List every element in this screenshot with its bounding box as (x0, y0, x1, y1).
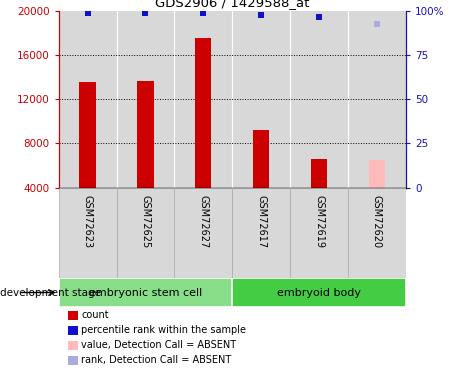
Text: embryonic stem cell: embryonic stem cell (89, 288, 202, 297)
Bar (116, 188, 175, 278)
Bar (138, 81, 153, 188)
Bar (59, 278, 232, 307)
Text: value, Detection Call = ABSENT: value, Detection Call = ABSENT (81, 340, 236, 350)
Text: GSM72623: GSM72623 (83, 195, 92, 248)
Bar (79, 82, 96, 188)
Text: count: count (81, 310, 109, 320)
Bar (253, 130, 269, 188)
Bar (175, 188, 232, 278)
Text: percentile rank within the sample: percentile rank within the sample (81, 326, 246, 335)
Bar (232, 278, 406, 307)
Bar (59, 11, 116, 188)
Title: GDS2906 / 1429588_at: GDS2906 / 1429588_at (155, 0, 309, 9)
Text: GSM72627: GSM72627 (198, 195, 208, 248)
Text: GSM72625: GSM72625 (140, 195, 151, 248)
Bar (175, 11, 232, 188)
Text: GSM72619: GSM72619 (314, 195, 324, 248)
Text: rank, Detection Call = ABSENT: rank, Detection Call = ABSENT (81, 356, 231, 365)
Bar (348, 188, 406, 278)
Bar (369, 160, 385, 188)
Bar (232, 11, 290, 188)
Text: GSM72620: GSM72620 (372, 195, 382, 248)
Bar (348, 11, 406, 188)
Bar (116, 11, 175, 188)
Text: GSM72617: GSM72617 (256, 195, 266, 248)
Bar (290, 11, 348, 188)
Bar (232, 188, 290, 278)
Bar (195, 38, 212, 188)
Text: development stage: development stage (0, 288, 101, 297)
Bar (311, 159, 327, 188)
Bar (290, 188, 348, 278)
Bar (59, 188, 116, 278)
Text: embryoid body: embryoid body (277, 288, 361, 297)
